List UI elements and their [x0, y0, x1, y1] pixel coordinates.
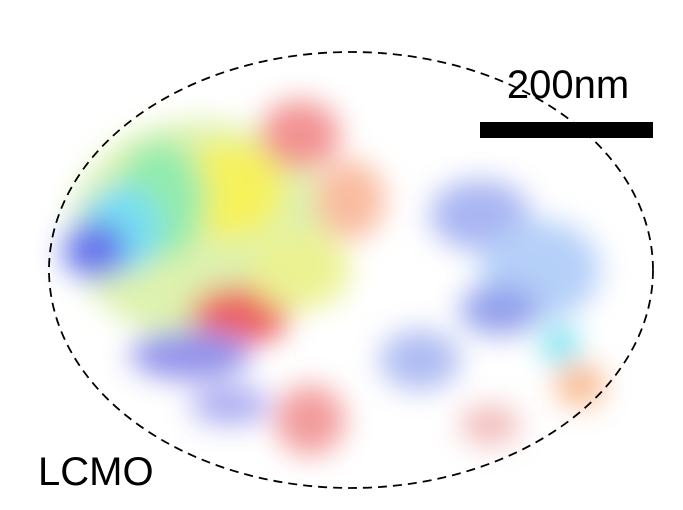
intensity-map: [63, 100, 605, 455]
figure: 200nm LCMO: [0, 0, 683, 510]
sample-label: LCMO: [38, 450, 154, 494]
scale-bar: [480, 122, 653, 138]
scale-bar-label: 200nm: [507, 63, 629, 107]
